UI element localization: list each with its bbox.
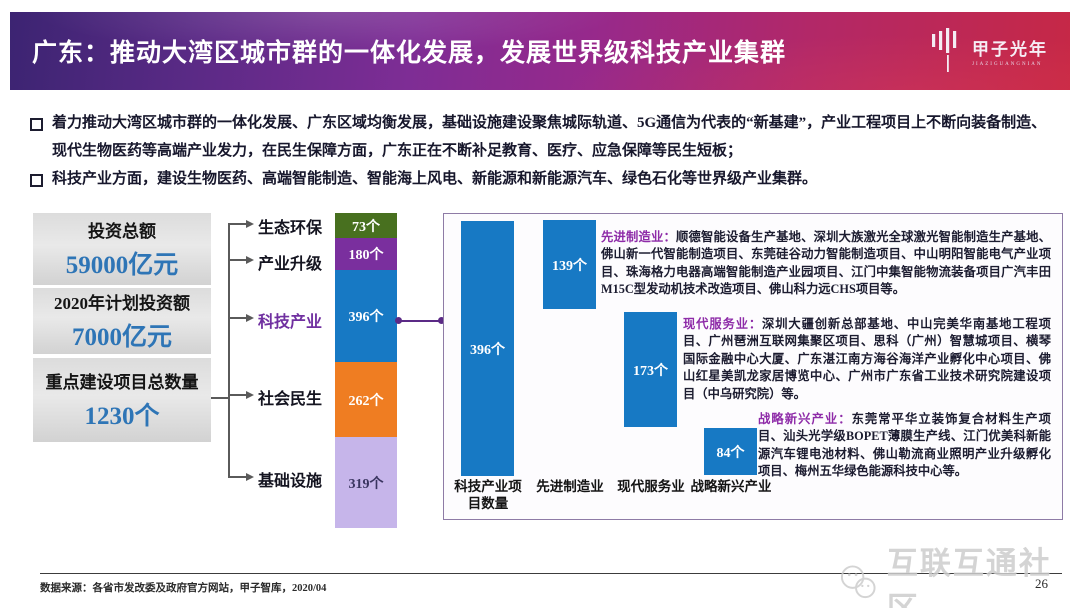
data-source-text: 数据来源：各省市发改委及政府官方网站，甲子智库，2020/04 [40, 583, 327, 594]
bullet-item: 着力推动大湾区城市群的一体化发展、广东区域均衡发展，基础设施建设聚焦城际轨道、5… [30, 110, 1052, 166]
stat-box-key-projects: 重点建设项目总数量 1230个 [33, 358, 211, 442]
watermark: 互联互通社区 [838, 538, 1080, 608]
category-label-tech: 科技产业 [258, 314, 323, 331]
branch-line [228, 223, 246, 225]
bullet-item: 科技产业方面，建设生物医药、高端智能制造、智能海上风电、新能源和新能源汽车、绿色… [30, 166, 1052, 194]
bar-segment-eco: 73个 [335, 213, 397, 238]
waterfall-bar-total: 396个 [461, 221, 514, 476]
detail-body: 顺德智能设备生产基地、深圳大族激光全球激光智能制造生产基地、佛山新一代智能制造项… [601, 230, 1051, 297]
detail-block-services: 现代服务业：深圳大疆创新总部基地、中山完美华南基地工程项目、广州琶洲互联网集聚区… [683, 316, 1051, 403]
branch-line [228, 259, 246, 261]
box-to-trunk-line [211, 397, 229, 399]
arrow-right-icon [246, 473, 254, 481]
arrow-right-icon [246, 314, 254, 322]
wechat-icon [840, 565, 876, 599]
tech-to-panel-connector-line [395, 317, 445, 324]
stat-label: 投资总额 [88, 222, 156, 241]
connector-dot-icon [395, 317, 402, 324]
arrow-right-icon [246, 256, 254, 264]
waterfall-category-manufacturing: 先进制造业 [536, 479, 604, 494]
bullet-text: 科技产业方面，建设生物医药、高端智能制造、智能海上风电、新能源和新能源汽车、绿色… [52, 170, 818, 187]
category-label-eco: 生态环保 [258, 220, 323, 237]
arrow-right-icon [246, 391, 254, 399]
bullet-text: 着力推动大湾区城市群的一体化发展、广东区域均衡发展，基础设施建设聚焦城际轨道、5… [52, 115, 1047, 159]
branch-line [228, 394, 246, 396]
footer-divider [40, 573, 1062, 574]
brand-subtext: JIAZIGUANGNIAN [972, 62, 1043, 67]
category-label-livelihood: 社会民生 [258, 391, 323, 408]
stacked-bar-chart: 73个 180个 396个 262个 319个 [335, 213, 397, 528]
detail-body: 东莞常平华立装饰复合材料生产项目、汕头光学级BOPET薄膜生产线、江门优美科新能… [758, 412, 1051, 479]
detail-heading: 战略新兴产业： [758, 412, 852, 426]
stat-box-total-investment: 投资总额 59000亿元 [33, 213, 211, 285]
bullet-square-icon [30, 118, 43, 131]
detail-body: 深圳大疆创新总部基地、中山完美华南基地工程项目、广州琶洲互联网集聚区项目、思科（… [683, 317, 1051, 401]
detail-block-manufacturing: 先进制造业：顺德智能设备生产基地、深圳大族激光全球激光智能制造生产基地、佛山新一… [601, 229, 1051, 299]
brand-logo: 甲子光年 JIAZIGUANGNIAN [932, 28, 1048, 74]
brand-name: 甲子光年 [972, 40, 1048, 59]
waterfall-bar-manufacturing: 139个 [543, 220, 596, 309]
stat-value: 7000亿元 [71, 324, 172, 351]
jiazi-logo-icon [932, 28, 957, 72]
stat-label: 2020年计划投资额 [54, 294, 190, 313]
waterfall-category-services: 现代服务业 [617, 479, 685, 494]
stat-value: 59000亿元 [65, 252, 179, 279]
arrow-right-icon [246, 220, 254, 228]
detail-heading: 先进制造业： [601, 230, 677, 244]
detail-heading: 现代服务业： [683, 317, 763, 331]
waterfall-category-emerging: 战略新兴产业 [690, 479, 772, 494]
bar-segment-infrastructure: 319个 [335, 437, 397, 528]
detail-block-emerging: 战略新兴产业：东莞常平华立装饰复合材料生产项目、汕头光学级BOPET薄膜生产线、… [758, 411, 1051, 481]
category-label-upgrade: 产业升级 [258, 256, 323, 273]
tech-industry-detail-panel: 396个 139个 173个 84个 科技产业项目数量 先进制造业 现代服务业 … [443, 213, 1063, 520]
waterfall-bar-services: 173个 [624, 312, 677, 427]
bar-segment-tech: 396个 [335, 270, 397, 362]
branch-line [228, 476, 246, 478]
page-number: 26 [1035, 576, 1048, 591]
waterfall-category-total: 科技产业项目数量 [454, 479, 522, 511]
stat-value: 1230个 [84, 403, 160, 430]
stat-label: 重点建设项目总数量 [45, 373, 199, 392]
connector-dot-icon [438, 317, 445, 324]
stat-box-2020-plan: 2020年计划投资额 7000亿元 [33, 288, 211, 354]
branch-line [228, 317, 246, 319]
bar-segment-upgrade: 180个 [335, 238, 397, 270]
tree-trunk-line [228, 224, 230, 478]
bar-segment-livelihood: 262个 [335, 362, 397, 437]
waterfall-bar-emerging: 84个 [704, 428, 757, 475]
brand-logo-text: 甲子光年 JIAZIGUANGNIAN [972, 35, 1048, 67]
category-label-infrastructure: 基础设施 [258, 473, 323, 490]
page-title: 广东：推动大湾区城市群的一体化发展，发展世界级科技产业集群 [32, 40, 787, 67]
bullet-square-icon [30, 173, 43, 187]
watermark-text: 互联互通社区 [886, 546, 1052, 608]
header-band: 广东：推动大湾区城市群的一体化发展，发展世界级科技产业集群 甲子光年 JIAZI… [10, 12, 1070, 90]
summary-bullets: 着力推动大湾区城市群的一体化发展、广东区域均衡发展，基础设施建设聚焦城际轨道、5… [30, 110, 1052, 193]
